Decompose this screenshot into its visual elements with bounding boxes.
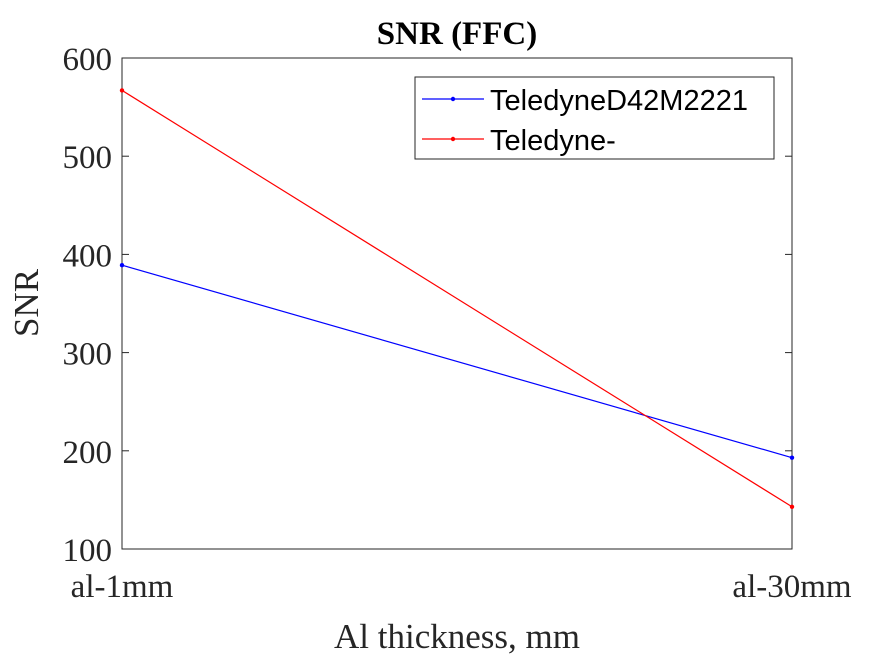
x-axis-label: Al thickness, mm xyxy=(334,617,580,656)
y-tick-label: 200 xyxy=(63,435,113,471)
plot-frame xyxy=(121,57,793,550)
legend-label: Teledyne- xyxy=(490,125,616,157)
series-1-point xyxy=(119,263,125,268)
x-tick-label: al-1mm xyxy=(71,569,174,605)
series-line-2 xyxy=(121,89,793,508)
y-tick-label: 500 xyxy=(63,140,113,176)
legend-items: TeledyneD42M2221 Teledyne- xyxy=(422,85,748,157)
legend-box xyxy=(414,76,775,160)
legend-swatch-marker xyxy=(450,96,456,102)
legend-swatch-marker xyxy=(450,136,456,142)
y-tick-label: 300 xyxy=(63,337,113,373)
series-layer xyxy=(119,88,795,509)
series-line-1 xyxy=(121,264,793,459)
legend: TeledyneD42M2221 Teledyne- xyxy=(414,76,775,160)
y-tick-label: 400 xyxy=(63,238,113,274)
series-1-point xyxy=(789,455,795,460)
y-axis-label: SNR xyxy=(7,268,46,337)
x-tick-label: al-30mm xyxy=(732,569,851,605)
legend-label: TeledyneD42M2221 xyxy=(490,85,748,117)
y-tick-label: 100 xyxy=(63,533,113,569)
y-tick-label: 600 xyxy=(63,42,113,78)
series-2-point xyxy=(789,504,795,509)
x-axis-ticks: al-1mm al-30mm xyxy=(71,58,852,605)
chart-title: SNR (FFC) xyxy=(377,16,537,52)
y-axis-ticks: 100 200 300 400 500 600 xyxy=(63,42,792,569)
series-2-point xyxy=(119,88,125,93)
